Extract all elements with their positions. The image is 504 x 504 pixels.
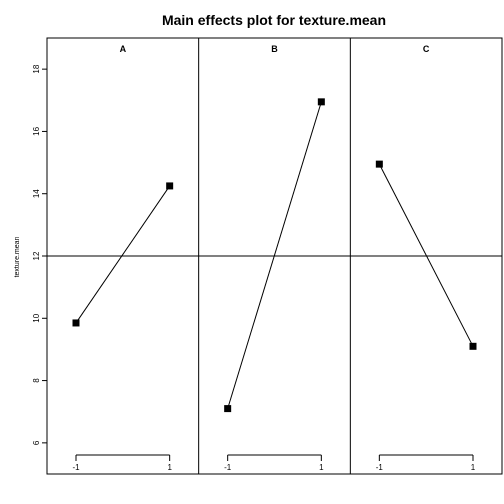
data-point-B--1 [224,405,232,413]
y-tick-label: 14 [32,189,41,198]
x-tick-label: -1 [224,463,232,472]
panel-label-B: B [271,44,278,54]
x-tick-label: -1 [376,463,384,472]
y-tick-label: 12 [32,251,41,260]
y-tick-label: 18 [32,64,41,73]
data-point-B-1 [317,98,325,106]
x-tick-label: 1 [319,463,324,472]
data-point-C-1 [469,342,477,350]
data-point-C--1 [375,160,383,168]
effect-line-B [227,101,322,409]
panel-label-C: C [423,44,430,54]
y-axis-label: texture.mean [14,236,21,277]
chart-title: Main effects plot for texture.mean [162,12,386,28]
y-tick-label: 6 [32,440,41,445]
plot-area: 6 8 10 12 14 16 18 A -1 1 B -1 1 C -1 1 [32,37,503,475]
effect-line-A [75,185,171,324]
data-point-A--1 [72,319,80,327]
x-tick-label: 1 [167,463,172,472]
y-tick-label: 8 [32,378,41,383]
x-tick-label: 1 [471,463,476,472]
effect-line-C [378,163,474,347]
data-point-A-1 [166,182,174,190]
panel-label-A: A [120,44,127,54]
y-tick-label: 16 [32,126,41,135]
x-tick-label: -1 [72,463,80,472]
y-tick-label: 10 [32,313,41,322]
